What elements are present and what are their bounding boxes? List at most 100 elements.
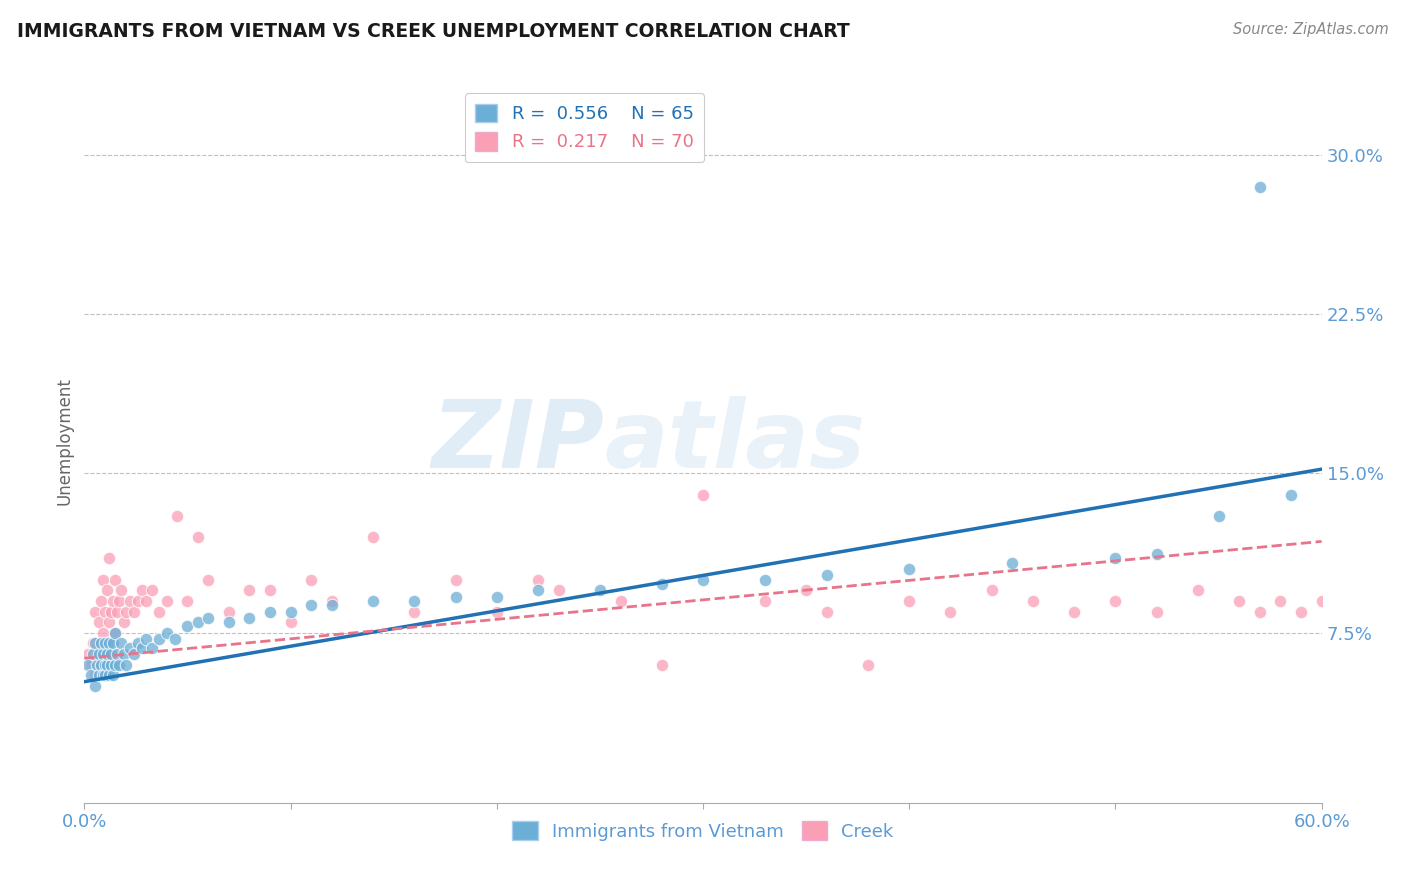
Point xyxy=(299,573,322,587)
Point xyxy=(104,657,127,672)
Point xyxy=(77,647,100,661)
Point xyxy=(1063,605,1085,619)
Point xyxy=(939,605,962,619)
Point xyxy=(280,615,302,630)
Point xyxy=(609,594,631,608)
Point xyxy=(651,577,673,591)
Point xyxy=(589,583,612,598)
Text: ZIP: ZIP xyxy=(432,395,605,488)
Point xyxy=(103,636,125,650)
Point xyxy=(156,625,179,640)
Point xyxy=(94,636,117,650)
Point xyxy=(108,657,131,672)
Point xyxy=(692,488,714,502)
Point xyxy=(299,598,322,612)
Point xyxy=(148,632,170,647)
Point xyxy=(112,647,135,661)
Point xyxy=(108,594,131,608)
Point xyxy=(444,590,467,604)
Point xyxy=(321,598,343,612)
Point xyxy=(87,647,110,661)
Y-axis label: Unemployment: Unemployment xyxy=(55,377,73,506)
Point xyxy=(280,605,302,619)
Point xyxy=(105,647,128,661)
Point xyxy=(238,611,260,625)
Point xyxy=(83,636,105,650)
Point xyxy=(1001,556,1024,570)
Point xyxy=(166,508,188,523)
Point xyxy=(90,594,112,608)
Point xyxy=(87,615,110,630)
Point xyxy=(135,594,157,608)
Point xyxy=(105,605,128,619)
Point xyxy=(83,668,105,682)
Point xyxy=(218,605,240,619)
Point xyxy=(444,573,467,587)
Point xyxy=(79,657,101,672)
Point xyxy=(1310,594,1333,608)
Point xyxy=(104,625,127,640)
Point xyxy=(96,583,118,598)
Point xyxy=(1249,179,1271,194)
Point xyxy=(94,668,117,682)
Point xyxy=(176,594,198,608)
Point xyxy=(754,573,776,587)
Point xyxy=(1022,594,1045,608)
Point xyxy=(176,619,198,633)
Point xyxy=(131,583,153,598)
Point xyxy=(98,551,121,566)
Point xyxy=(82,636,104,650)
Text: atlas: atlas xyxy=(605,395,865,488)
Text: Source: ZipAtlas.com: Source: ZipAtlas.com xyxy=(1233,22,1389,37)
Point xyxy=(87,668,110,682)
Point xyxy=(83,605,105,619)
Point xyxy=(754,594,776,608)
Point xyxy=(651,657,673,672)
Point xyxy=(361,594,384,608)
Point xyxy=(1227,594,1250,608)
Point xyxy=(1289,605,1312,619)
Point xyxy=(485,605,508,619)
Point xyxy=(156,594,179,608)
Point xyxy=(259,583,281,598)
Point xyxy=(692,573,714,587)
Point xyxy=(100,647,122,661)
Point xyxy=(141,640,163,655)
Point xyxy=(1104,551,1126,566)
Point xyxy=(815,568,838,582)
Point xyxy=(86,647,108,661)
Point xyxy=(104,625,127,640)
Point xyxy=(103,594,125,608)
Point xyxy=(96,636,118,650)
Point xyxy=(90,657,112,672)
Point xyxy=(404,594,426,608)
Point xyxy=(79,668,101,682)
Point xyxy=(122,605,145,619)
Point xyxy=(131,640,153,655)
Point xyxy=(815,605,838,619)
Point xyxy=(238,583,260,598)
Point xyxy=(1249,605,1271,619)
Point xyxy=(1270,594,1292,608)
Point xyxy=(94,605,117,619)
Point xyxy=(856,657,879,672)
Point xyxy=(1208,508,1230,523)
Point xyxy=(187,615,209,630)
Point xyxy=(91,668,114,682)
Point xyxy=(90,657,112,672)
Point xyxy=(90,636,112,650)
Point xyxy=(321,594,343,608)
Point xyxy=(112,615,135,630)
Point xyxy=(259,605,281,619)
Point xyxy=(94,657,117,672)
Point xyxy=(94,647,117,661)
Point xyxy=(110,636,132,650)
Point xyxy=(96,657,118,672)
Point xyxy=(100,605,122,619)
Point xyxy=(114,657,136,672)
Point xyxy=(100,657,122,672)
Point xyxy=(122,647,145,661)
Point xyxy=(103,668,125,682)
Point xyxy=(118,594,141,608)
Point xyxy=(1279,488,1302,502)
